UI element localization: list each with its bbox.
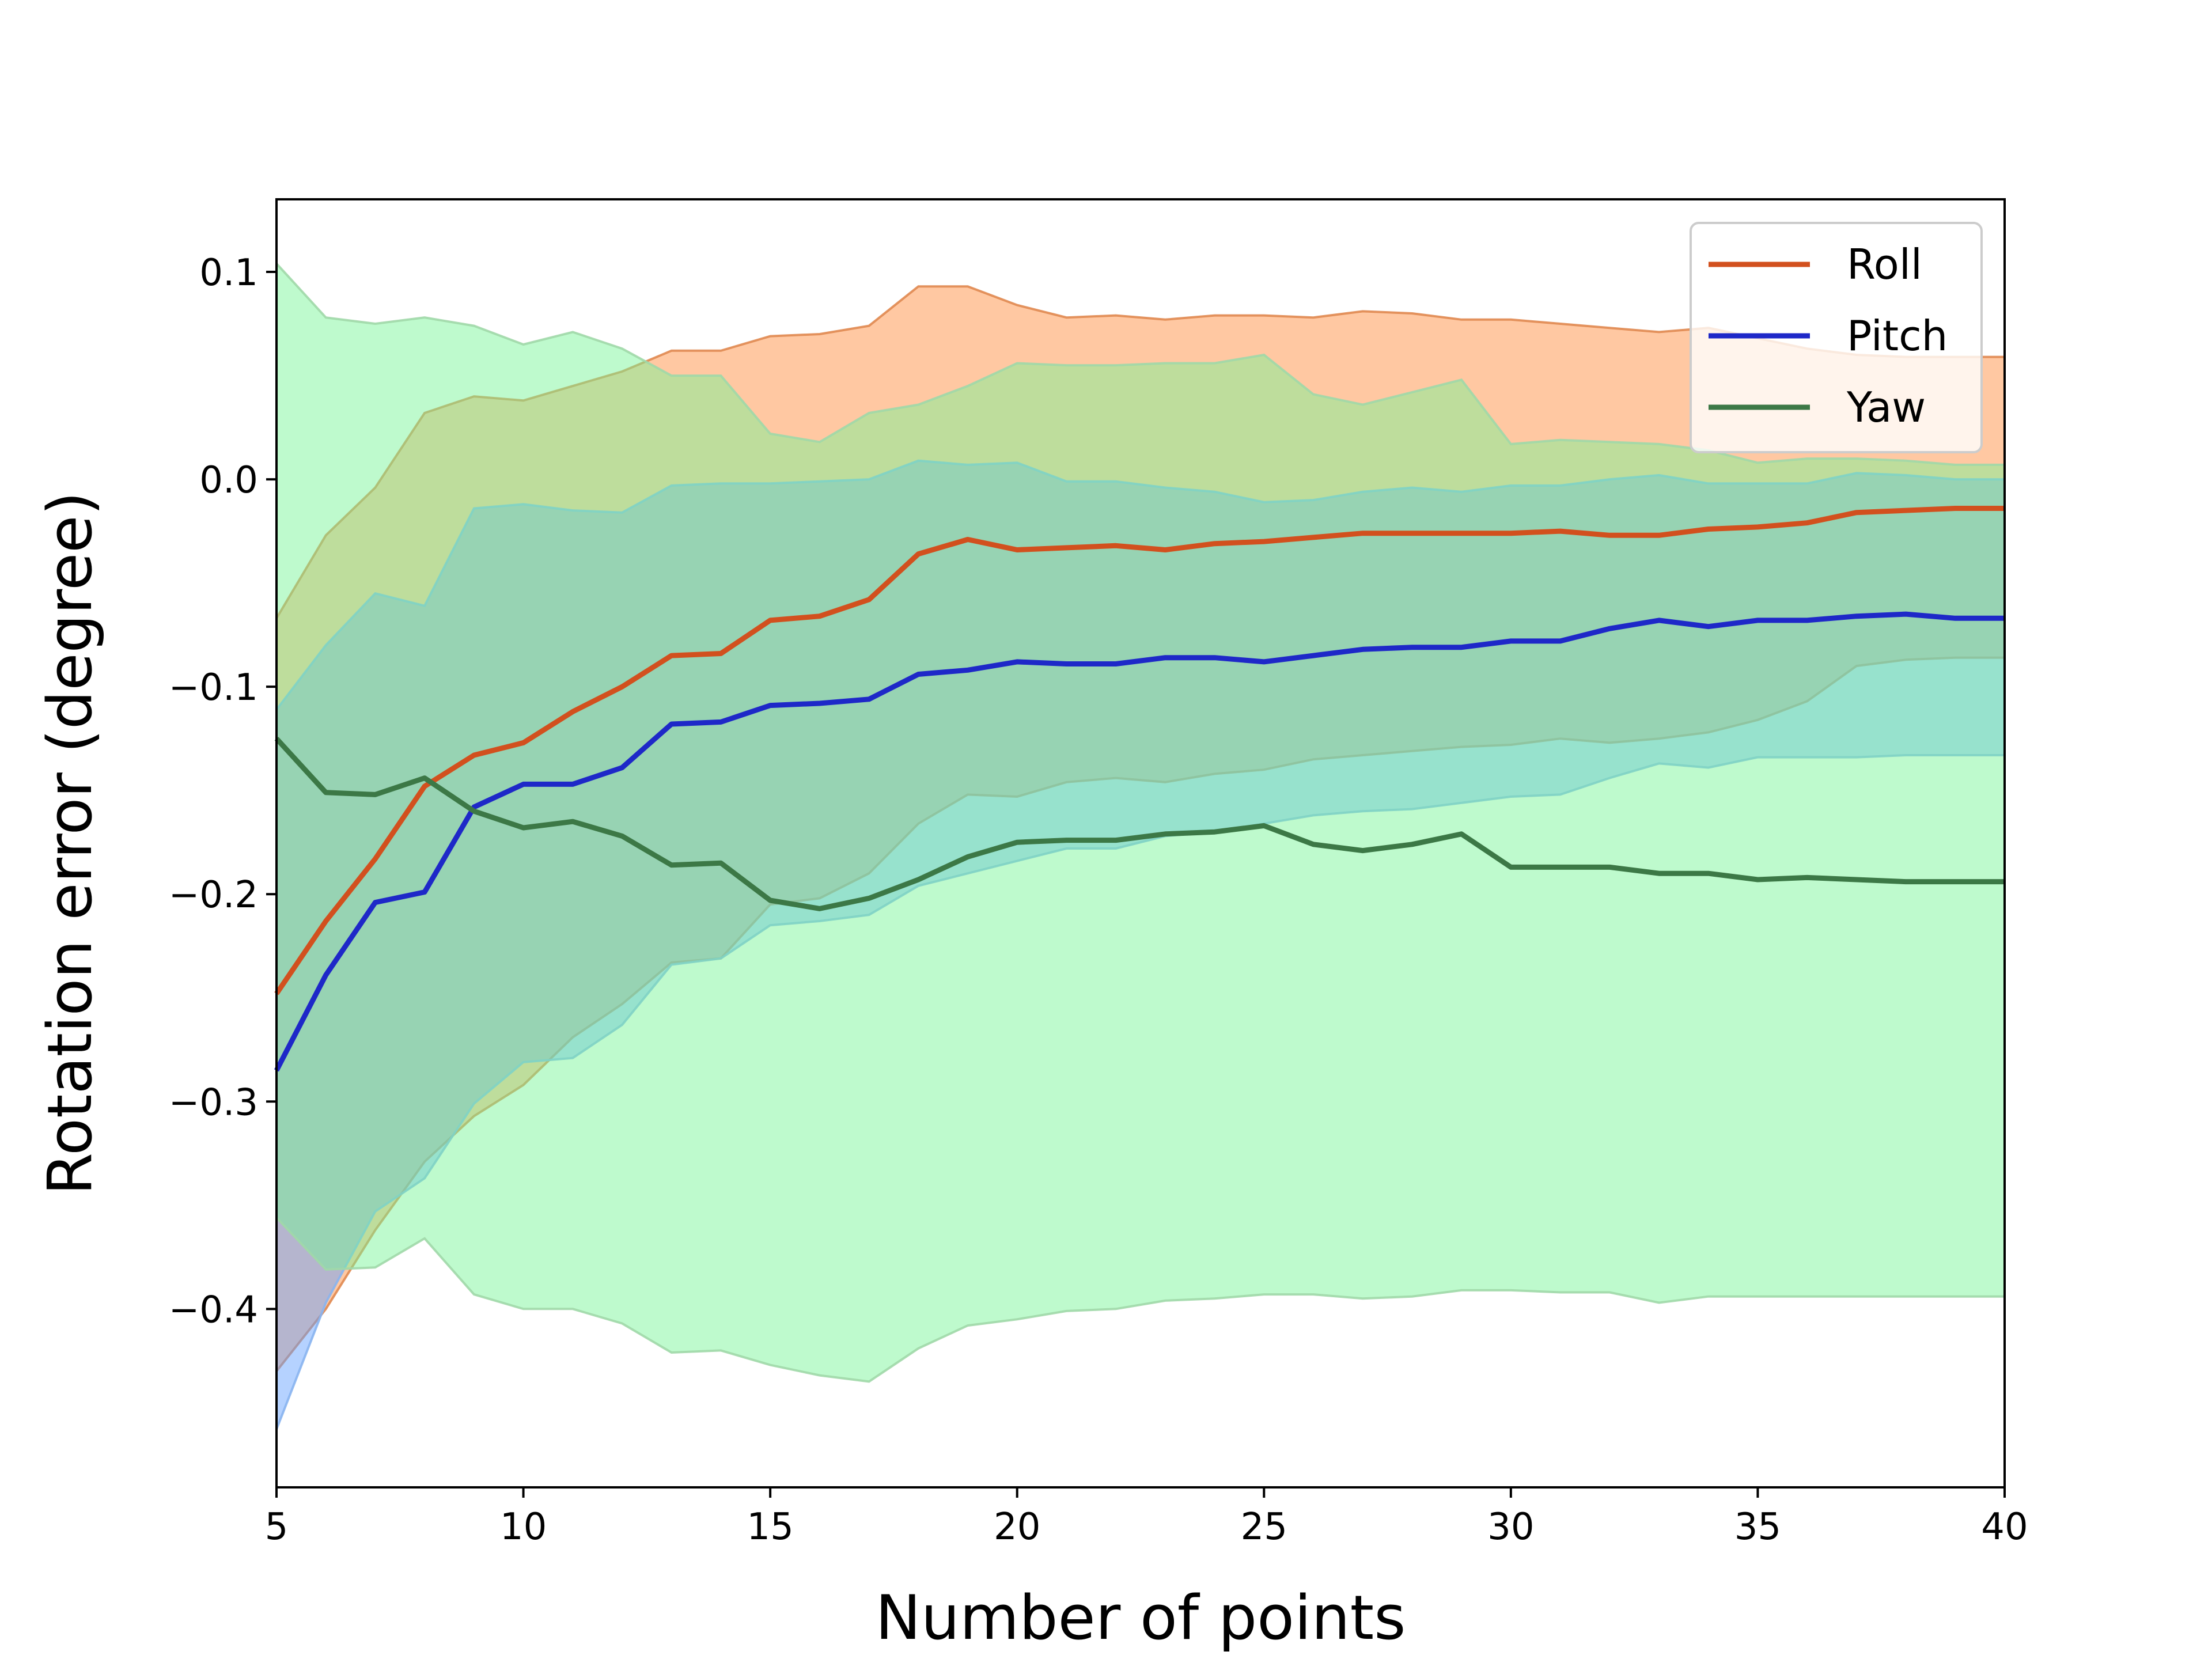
line-yaw bbox=[274, 737, 2005, 911]
line-roll bbox=[274, 506, 2005, 995]
y-tick-label: −0.2 bbox=[169, 874, 258, 916]
x-tick-label: 10 bbox=[500, 1506, 547, 1548]
x-tick-label: 25 bbox=[1241, 1506, 1287, 1548]
x-tick-label: 20 bbox=[994, 1506, 1040, 1548]
legend-label-roll: Roll bbox=[1847, 240, 1922, 289]
y-tick-label: −0.3 bbox=[169, 1081, 258, 1124]
y-tick-label: −0.4 bbox=[169, 1289, 258, 1331]
x-axis: 5 10 15 20 25 30 35 40 bbox=[265, 1487, 2028, 1548]
legend-label-yaw: Yaw bbox=[1846, 383, 1926, 431]
legend-box bbox=[1690, 222, 1983, 453]
x-tick-label: 15 bbox=[747, 1506, 793, 1548]
y-tick-label: 0.1 bbox=[199, 252, 258, 294]
y-axis: 0.1 0.0 −0.1 −0.2 −0.3 −0.4 bbox=[169, 252, 276, 1331]
x-axis-title: Number of points bbox=[876, 1582, 1406, 1653]
y-axis-title: Rotation error (degree) bbox=[35, 491, 105, 1195]
y-tick-label: −0.1 bbox=[169, 666, 258, 709]
x-tick-label: 35 bbox=[1734, 1506, 1781, 1548]
y-tick-label: 0.0 bbox=[199, 459, 258, 502]
x-tick-label: 40 bbox=[1981, 1506, 2028, 1548]
confidence-bands bbox=[275, 260, 2006, 1430]
x-tick-label: 30 bbox=[1487, 1506, 1534, 1548]
line-pitch bbox=[274, 611, 2005, 1072]
legend-label-pitch: Pitch bbox=[1847, 312, 1948, 360]
plot-frame bbox=[275, 198, 2006, 1488]
legend: Roll Pitch Yaw bbox=[1690, 222, 1983, 453]
series-lines bbox=[274, 506, 2005, 1072]
x-tick-label: 5 bbox=[265, 1506, 289, 1548]
